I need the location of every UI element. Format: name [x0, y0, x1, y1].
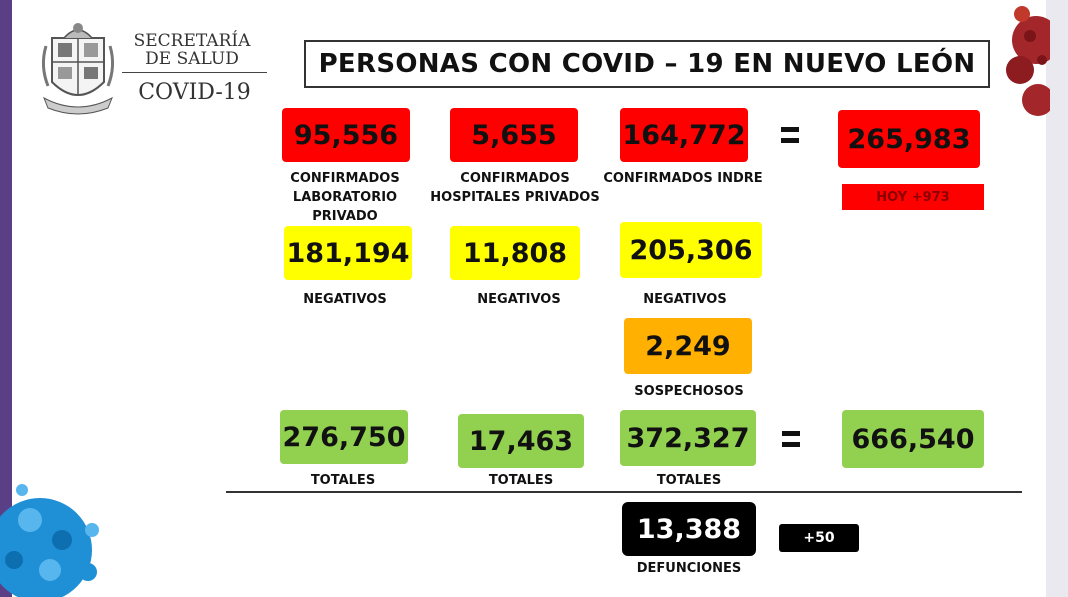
totales-hosp-label: TOTALES [488, 473, 554, 488]
secretaria-line2: DE SALUD [145, 49, 239, 69]
totales-indre-value: 372,327 [620, 410, 756, 466]
virus-decoration-bottom-left [0, 484, 99, 597]
totales-hosp-value: 17,463 [458, 414, 584, 468]
negativos-hosp-value: 11,808 [450, 226, 580, 280]
covid-19-label: COVID-19 [138, 80, 251, 105]
totales-indre-label: TOTALES [656, 473, 722, 488]
defunciones-delta-badge: +50 [779, 524, 859, 552]
right-frame-bar [1046, 0, 1068, 597]
totales-lab-label: TOTALES [310, 473, 376, 488]
secretaria-line1: SECRETARÍA [133, 31, 251, 51]
nuevo-leon-coat-of-arms-logo [41, 23, 115, 115]
negativos-indre-value: 205,306 [620, 222, 762, 278]
virus-decoration-top-right [1006, 6, 1050, 116]
confirmados-total-value: 265,983 [838, 110, 980, 168]
negativos-lab-value: 181,194 [284, 226, 412, 280]
sospechosos-value: 2,249 [624, 318, 752, 374]
confirmados-indre-value: 164,772 [620, 108, 748, 162]
left-frame-bar [0, 0, 12, 597]
hoy-increment-badge: HOY +973 [842, 184, 984, 210]
confirmados-lab-privado-value: 95,556 [282, 108, 410, 162]
confirmados-lab-label: CONFIRMADOS LABORATORIO PRIVADO [290, 171, 400, 224]
defunciones-value: 13,388 [622, 502, 756, 556]
confirmados-indre-label: CONFIRMADOS INDRE [603, 171, 763, 186]
negativos-hosp-label: NEGATIVOS [477, 292, 561, 307]
equals-sign-totales [782, 431, 800, 447]
equals-sign [781, 127, 799, 143]
confirmados-hosp-label: CONFIRMADOS HOSPITALES PRIVADOS [430, 171, 600, 205]
negativos-lab-label: NEGATIVOS [303, 292, 387, 307]
page-title: PERSONAS CON COVID – 19 EN NUEVO LEÓN [304, 40, 990, 88]
totales-lab-value: 276,750 [280, 410, 408, 464]
header-divider [122, 72, 267, 73]
secretaria-de-salud-label: SECRETARÍA DE SALUD [122, 32, 262, 68]
defunciones-label: DEFUNCIONES [636, 561, 742, 576]
negativos-indre-label: NEGATIVOS [643, 292, 727, 307]
confirmados-hosp-privados-value: 5,655 [450, 108, 578, 162]
totales-grand-value: 666,540 [842, 410, 984, 468]
sospechosos-label: SOSPECHOSOS [634, 384, 744, 399]
section-divider [226, 491, 1022, 493]
